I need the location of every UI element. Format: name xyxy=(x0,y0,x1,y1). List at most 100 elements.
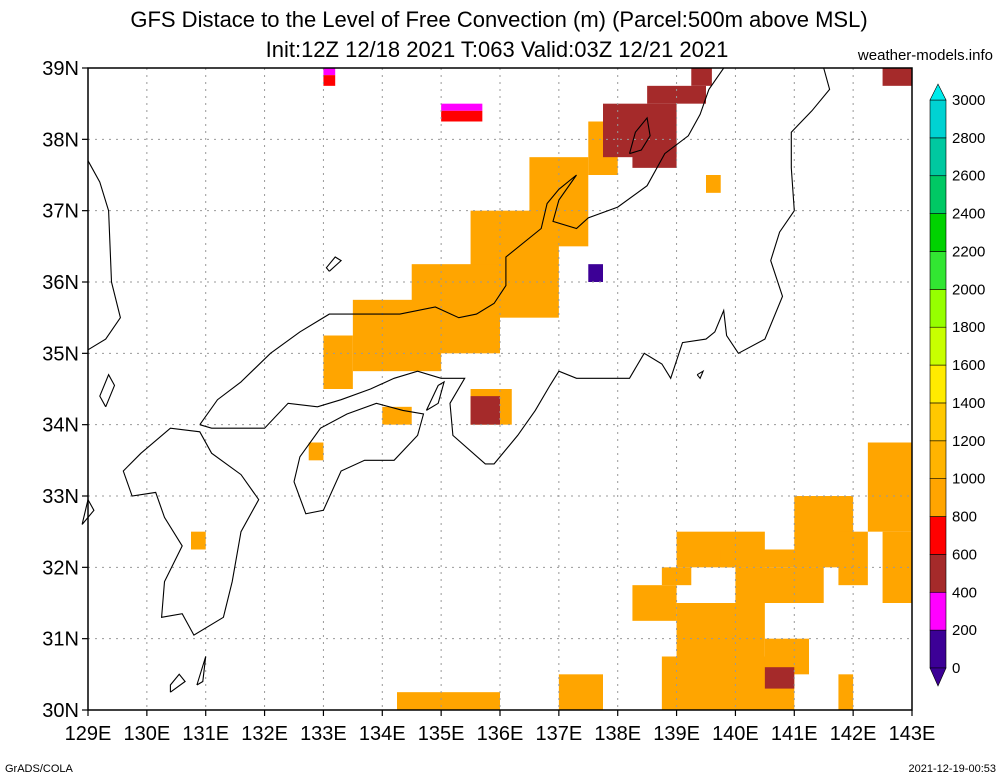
colorbar-segment xyxy=(929,251,947,290)
coastline xyxy=(122,427,260,636)
colorbar-label: 2200 xyxy=(952,243,985,260)
field-cell xyxy=(632,585,677,621)
x-tick-label: 139E xyxy=(653,723,700,745)
colorbar-segment xyxy=(929,213,947,252)
colorbar-label: 600 xyxy=(952,546,977,563)
site-label: weather-models.info xyxy=(857,47,993,64)
field-cell xyxy=(882,68,912,86)
field-cell xyxy=(676,603,765,657)
x-tick-label: 130E xyxy=(123,723,170,745)
colorbar-segment xyxy=(929,402,947,442)
y-tick-label: 39N xyxy=(42,58,79,80)
x-tick-label: 140E xyxy=(712,723,759,745)
colorbar-segment xyxy=(929,629,947,669)
x-tick-label: 138E xyxy=(594,723,641,745)
field-cell xyxy=(323,68,336,76)
field-cell xyxy=(735,567,824,603)
y-axis-ticks: 30N 31N 32N 33N 34N 35N 36N 37N 38N 39N xyxy=(42,58,88,722)
x-tick-label: 133E xyxy=(300,723,347,745)
chart-title: GFS Distace to the Level of Free Convect… xyxy=(130,7,867,32)
colorbar-bottom-arrow xyxy=(929,667,947,687)
field-cell xyxy=(647,85,706,104)
colorbar-label: 1200 xyxy=(952,433,985,450)
field-cell xyxy=(382,406,412,425)
footer-left: GrADS/COLA xyxy=(5,763,74,775)
colorbar-label: 1800 xyxy=(952,319,985,336)
x-tick-label: 136E xyxy=(477,723,524,745)
x-tick-label: 129E xyxy=(65,723,112,745)
coastline xyxy=(196,656,207,686)
y-tick-label: 35N xyxy=(42,343,79,365)
field-cell xyxy=(558,674,603,710)
colorbar-label: 400 xyxy=(952,584,977,601)
coastline xyxy=(628,116,651,155)
colorbar-segment xyxy=(929,289,947,328)
field-cell xyxy=(661,567,692,586)
x-tick-label: 143E xyxy=(889,723,936,745)
field-cell xyxy=(441,103,483,111)
colorbar-label: 0 xyxy=(952,660,960,677)
x-tick-label: 134E xyxy=(359,723,406,745)
colorbar-segment xyxy=(929,326,947,366)
colorbar-segment xyxy=(929,137,947,177)
colorbar-label: 1000 xyxy=(952,471,985,488)
field-cell xyxy=(706,175,721,193)
colorbar-segment xyxy=(929,440,947,479)
coastline xyxy=(325,256,343,272)
colorbar-label: 1600 xyxy=(952,357,985,374)
x-tick-label: 131E xyxy=(182,723,229,745)
colorbar-label: 2800 xyxy=(952,130,985,147)
field-cell xyxy=(764,667,795,689)
field-cell xyxy=(191,531,206,550)
colorbar-label: 2400 xyxy=(952,206,985,223)
field-cell xyxy=(352,299,442,372)
y-tick-label: 30N xyxy=(42,700,79,722)
field-cell xyxy=(632,139,677,168)
colorbar-label: 3000 xyxy=(952,92,985,109)
field-fill xyxy=(191,68,912,710)
field-cell xyxy=(441,110,483,122)
chart-subtitle: Init:12Z 12/18 2021 T:063 Valid:03Z 12/2… xyxy=(266,37,729,62)
coastlines xyxy=(81,67,831,693)
y-tick-label: 32N xyxy=(42,557,79,579)
y-tick-label: 34N xyxy=(42,415,79,437)
field-cell xyxy=(308,442,324,461)
y-tick-label: 36N xyxy=(42,272,79,294)
colorbar-segment xyxy=(929,554,947,593)
grid-lines xyxy=(88,68,912,710)
x-tick-label: 142E xyxy=(830,723,877,745)
coastline xyxy=(199,67,831,465)
x-axis-ticks: 129E 130E 131E 132E 133E 134E 135E 136E 137E 138E… xyxy=(65,710,936,745)
colorbar-label: 2000 xyxy=(952,281,985,298)
x-tick-label: 132E xyxy=(241,723,288,745)
footer-right: 2021-12-19-00:53 xyxy=(909,763,996,775)
coastline xyxy=(425,380,445,411)
coastline xyxy=(87,160,121,351)
colorbar-label: 2600 xyxy=(952,168,985,185)
field-cell xyxy=(323,335,353,389)
colorbar-label: 1400 xyxy=(952,395,985,412)
field-cell xyxy=(588,264,603,282)
coastline xyxy=(696,369,705,380)
coastline xyxy=(293,402,425,515)
colorbar-label: 200 xyxy=(952,622,977,639)
x-tick-label: 135E xyxy=(418,723,465,745)
colorbar-top-arrow xyxy=(929,83,947,101)
field-cell xyxy=(867,442,912,532)
field-cell xyxy=(691,68,712,86)
y-tick-label: 31N xyxy=(42,629,79,651)
colorbar: 0 200 400 600 800 1000 1200 1400 1600 1800 2000 220… xyxy=(929,83,985,687)
field-cell xyxy=(323,75,336,86)
colorbar-segment xyxy=(929,591,947,631)
y-tick-label: 38N xyxy=(42,129,79,151)
colorbar-segment xyxy=(929,175,947,214)
colorbar-segment xyxy=(929,478,947,517)
x-tick-label: 141E xyxy=(771,723,818,745)
colorbar-segment xyxy=(929,364,947,404)
colorbar-segment xyxy=(929,516,947,555)
y-tick-label: 33N xyxy=(42,486,79,508)
y-tick-label: 37N xyxy=(42,201,79,223)
colorbar-label: 800 xyxy=(952,509,977,526)
colorbar-segment xyxy=(929,99,947,139)
